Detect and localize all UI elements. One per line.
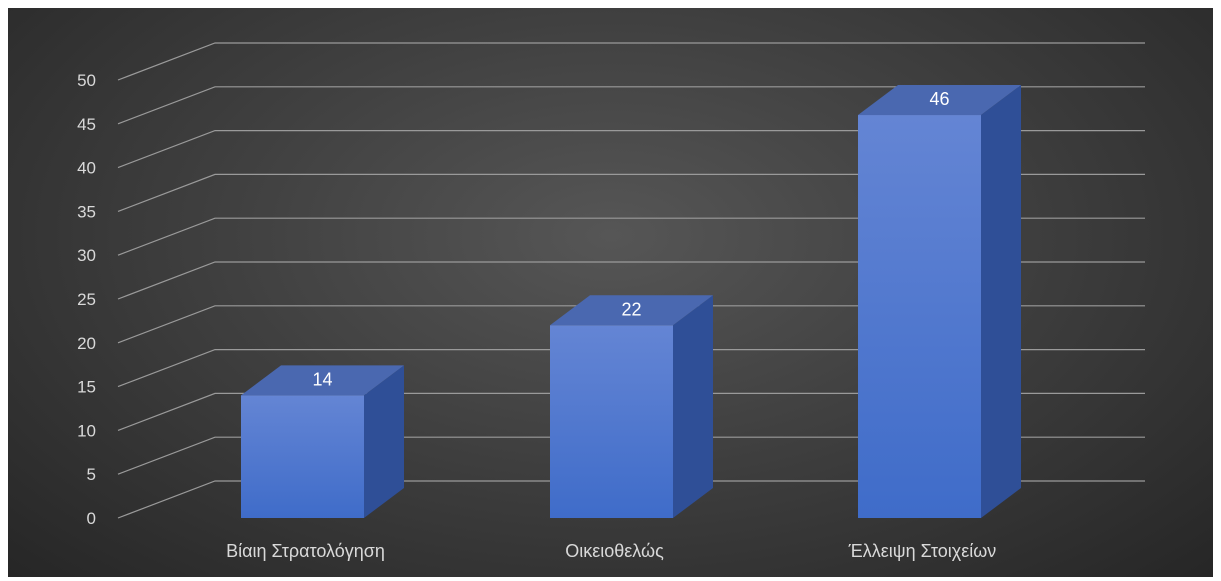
y-tick-label: 5: [87, 465, 96, 484]
y-tick-label: 40: [77, 159, 96, 178]
category-label: Βίαιη Στρατολόγηση: [226, 541, 385, 561]
bar-front: [858, 115, 981, 518]
y-tick-label: 15: [77, 378, 96, 397]
chart-area: 0 5 10 15 20 25 30 35 40 45 50 14 22 46 Βίαιη Στρατο…: [8, 8, 1213, 577]
y-tick-label: 30: [77, 246, 96, 265]
gridline: [117, 349, 1145, 388]
data-label: 22: [621, 299, 641, 319]
gridline: [117, 261, 1145, 300]
category-labels: Βίαιη Στρατολόγηση Οικειοθελώς Έλλειψη Στο…: [226, 541, 996, 561]
bar-front: [241, 395, 364, 518]
y-tick-label: 20: [77, 334, 96, 353]
gridline: [117, 436, 1145, 475]
y-tick-label: 45: [77, 115, 96, 134]
gridline: [117, 392, 1145, 431]
bar-top: [241, 365, 404, 396]
gridline: [117, 42, 1145, 81]
bars: [241, 85, 1021, 518]
y-tick-label: 35: [77, 202, 96, 221]
gridline: [117, 86, 1145, 125]
gridline: [117, 130, 1145, 169]
bar-top: [858, 85, 1021, 116]
y-tick-label: 50: [77, 71, 96, 90]
y-axis-tick-labels: 0 5 10 15 20 25 30 35 40 45 50: [77, 71, 96, 528]
bar: [550, 295, 713, 518]
y-tick-label: 10: [77, 421, 96, 440]
gridlines: [117, 42, 1145, 519]
y-tick-label: 25: [77, 290, 96, 309]
bar-side: [981, 85, 1021, 518]
gridline: [117, 173, 1145, 212]
y-tick-label: 0: [87, 509, 96, 528]
bar-side: [673, 295, 713, 518]
data-label: 14: [312, 369, 332, 389]
category-label: Οικειοθελώς: [565, 541, 664, 561]
bar: [241, 365, 404, 518]
bar: [858, 85, 1021, 518]
category-label: Έλλειψη Στοιχείων: [848, 541, 997, 561]
gridline: [117, 480, 1145, 519]
bar-side: [364, 365, 404, 518]
gridline: [117, 217, 1145, 256]
data-labels: 14 22 46: [312, 89, 949, 389]
bar-top: [550, 295, 713, 326]
data-label: 46: [929, 89, 949, 109]
bar-chart: 0 5 10 15 20 25 30 35 40 45 50 14 22 46 Βίαιη Στρατο…: [77, 42, 1145, 561]
bar-front: [550, 325, 673, 518]
gridline: [117, 305, 1145, 344]
